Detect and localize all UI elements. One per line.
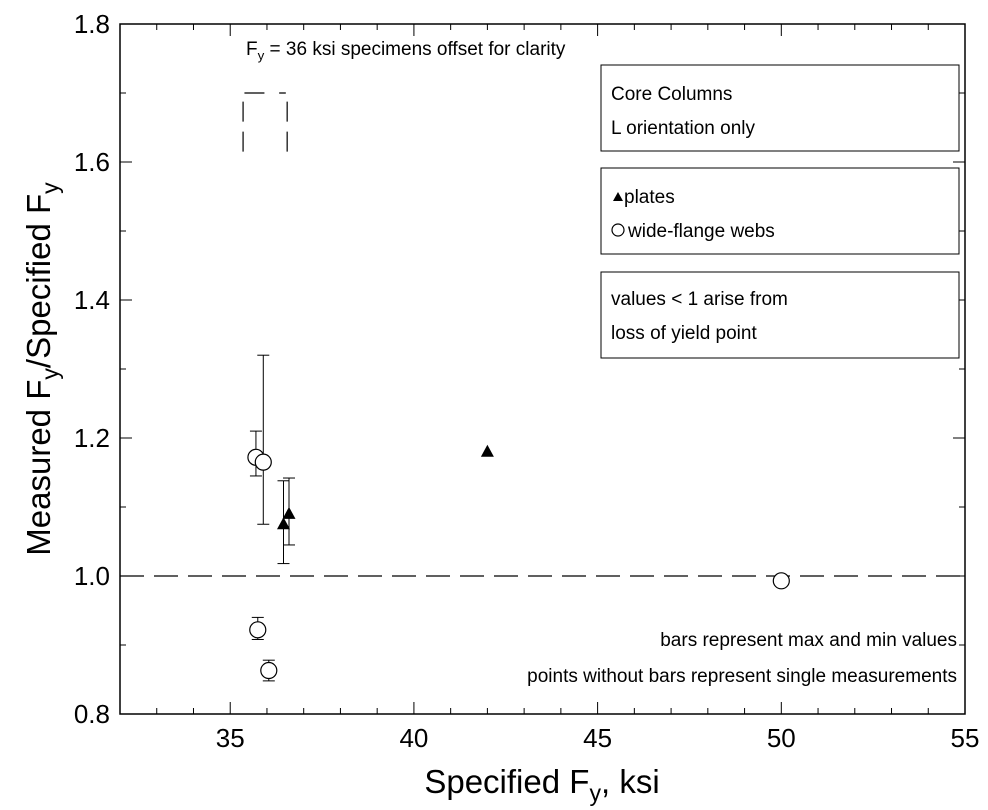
values-note-line-1: values < 1 arise from	[611, 289, 788, 310]
legend-label-plates: plates	[624, 187, 675, 208]
core-columns-box	[600, 64, 960, 152]
axis-ticks: 35 40 45 50 55 0.8 1.0 1.2 1.4 1.6 1.8	[74, 9, 980, 753]
y-tick-label: 0.8	[74, 699, 110, 729]
bottom-note-1: bars represent max and min values	[660, 630, 957, 651]
offset-note: Fy = 36 ksi specimens offset for clarity	[246, 39, 566, 63]
y-tick-label: 1.6	[74, 147, 110, 177]
x-tick-label: 50	[767, 723, 796, 753]
offset-bracket	[242, 92, 288, 152]
plates-point	[480, 444, 494, 457]
x-tick-label: 45	[583, 723, 612, 753]
plates-point	[282, 506, 296, 519]
x-axis-title: Specified Fy, ksi	[424, 763, 659, 806]
webs-point	[260, 661, 278, 680]
bracket-right	[279, 92, 288, 152]
webs-point	[772, 572, 790, 590]
y-tick-label: 1.4	[74, 285, 110, 315]
y-tick-label: 1.2	[74, 423, 110, 453]
y-axis-title: Measured Fy/Specified Fy	[20, 182, 63, 556]
core-columns-line-2: L orientation only	[611, 118, 756, 139]
x-tick-label: 35	[216, 723, 245, 753]
core-columns-line-1: Core Columns	[611, 84, 732, 105]
x-tick-label: 55	[951, 723, 980, 753]
legend-box	[600, 167, 960, 255]
legend-circle-icon	[611, 223, 625, 237]
x-tick-label: 40	[399, 723, 428, 753]
bracket-left	[242, 92, 266, 152]
data-marks	[247, 354, 790, 682]
bottom-note-2: points without bars represent single mea…	[527, 666, 957, 687]
webs-point	[249, 621, 267, 639]
values-note-line-2: loss of yield point	[611, 323, 757, 344]
y-tick-label: 1.0	[74, 561, 110, 591]
webs-point	[254, 453, 272, 471]
legend-triangle-icon	[613, 192, 623, 201]
y-tick-label: 1.8	[74, 9, 110, 39]
legend-label-webs: wide-flange webs	[627, 221, 775, 242]
values-note-box	[600, 271, 960, 359]
plates-point	[276, 517, 290, 530]
